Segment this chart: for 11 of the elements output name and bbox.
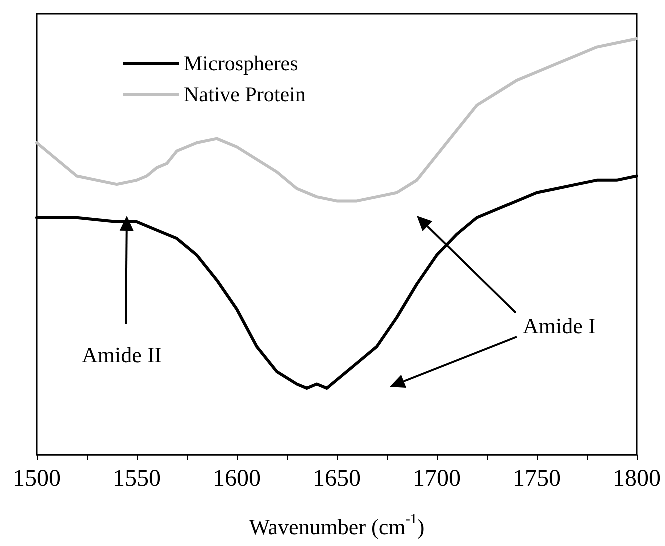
x-tick-label: 1600	[213, 466, 261, 492]
x-tick-label: 1750	[513, 466, 561, 492]
annotation: Amide I	[523, 314, 596, 338]
x-tick-label: 1650	[313, 466, 361, 492]
legend-label: Native Protein	[184, 82, 306, 106]
annotation: Amide II	[82, 342, 162, 368]
x-tick-label: 1550	[113, 466, 161, 492]
x-tick-label: 1700	[413, 466, 461, 492]
x-tick-label: 1800	[613, 466, 661, 492]
x-tick-label: 1500	[13, 466, 61, 492]
legend-label: Microspheres	[184, 52, 298, 76]
